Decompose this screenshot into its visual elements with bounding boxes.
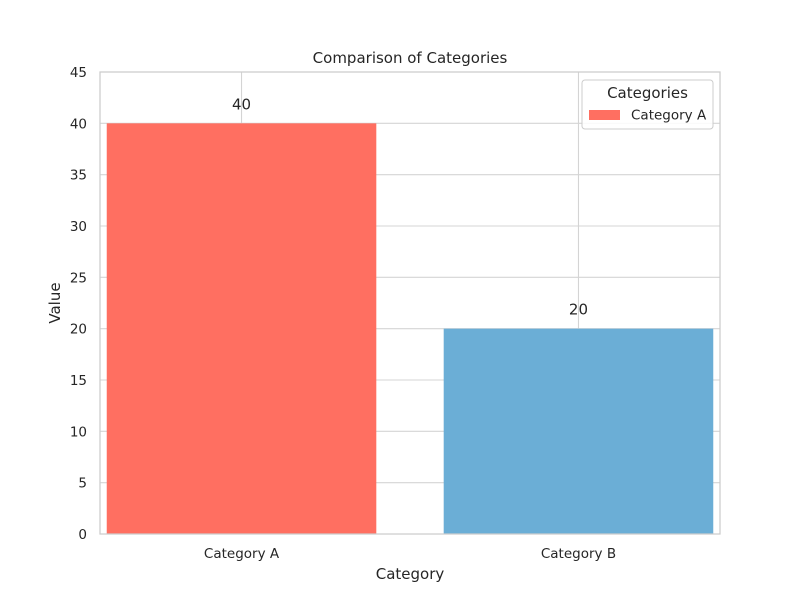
bars <box>106 123 714 534</box>
y-tick-label: 20 <box>70 322 87 338</box>
y-tick-label: 35 <box>70 168 87 184</box>
chart-title: Comparison of Categories <box>313 49 508 67</box>
x-axis-title: Category <box>376 565 445 583</box>
y-tick-labels: 0 5 10 15 20 25 30 35 40 45 <box>70 65 87 543</box>
legend-label-category-a: Category A <box>631 108 707 124</box>
legend-swatch-category-a <box>589 110 620 120</box>
y-tick-label: 30 <box>70 219 87 235</box>
x-tick-label: Category B <box>541 546 616 562</box>
data-labels: 40 20 <box>232 95 588 318</box>
data-label-category-b: 20 <box>569 301 588 319</box>
y-tick-label: 10 <box>70 424 87 440</box>
y-axis-title: Value <box>46 282 64 323</box>
legend-title: Categories <box>607 84 688 102</box>
x-tick-label: Category A <box>204 546 280 562</box>
y-tick-label: 45 <box>70 65 87 81</box>
bar-category-b <box>443 328 714 534</box>
y-tick-label: 5 <box>78 476 87 492</box>
bar-category-a <box>106 123 377 534</box>
y-tick-label: 40 <box>70 116 87 132</box>
plot-frame <box>99 71 721 535</box>
y-tick-label: 25 <box>70 270 87 286</box>
x-tick-labels: Category A Category B <box>204 546 616 562</box>
y-tick-label: 15 <box>70 373 87 389</box>
y-tick-label: 0 <box>78 527 87 543</box>
data-label-category-a: 40 <box>232 95 251 113</box>
legend: Categories Category A <box>581 79 714 130</box>
